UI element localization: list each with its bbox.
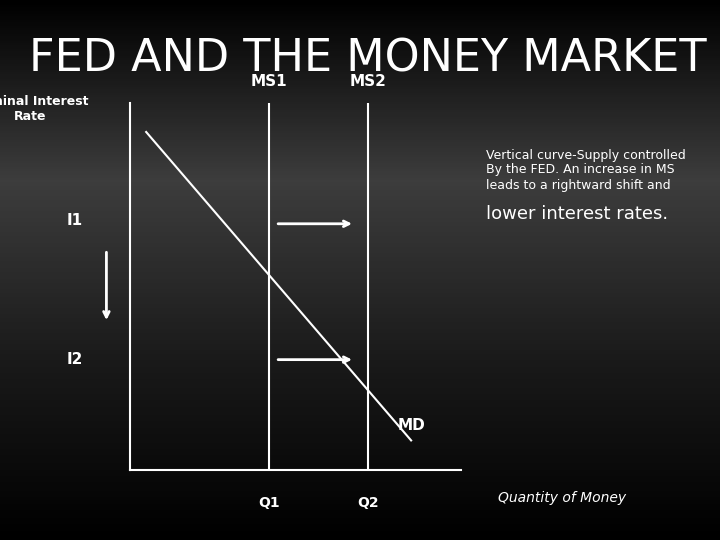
Text: Nominal Interest
Rate: Nominal Interest Rate [0,95,89,123]
Text: Vertical curve-Supply controlled
By the FED. An increase in MS
leads to a rightw: Vertical curve-Supply controlled By the … [486,148,685,192]
Text: MS2: MS2 [350,74,387,89]
Text: FED AND THE MONEY MARKET: FED AND THE MONEY MARKET [29,38,706,81]
Text: Quantity of Money: Quantity of Money [498,491,626,505]
Text: I1: I1 [67,213,84,227]
Text: I2: I2 [67,352,84,367]
Text: MS1: MS1 [251,74,287,89]
Text: Q1: Q1 [258,496,279,510]
Text: Q2: Q2 [357,496,379,510]
Text: MD: MD [398,418,426,433]
Text: lower interest rates.: lower interest rates. [486,205,668,223]
